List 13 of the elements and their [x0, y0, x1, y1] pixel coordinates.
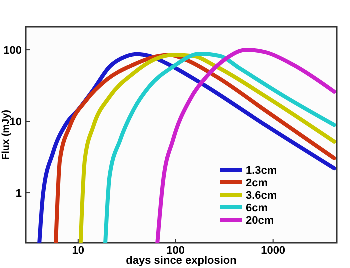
legend-label: 20cm	[246, 215, 274, 227]
x-tick-label: 10	[72, 245, 85, 257]
y-tick-label: 100	[4, 45, 22, 58]
legend-label: 2cm	[246, 178, 268, 190]
y-axis-title: Flux (mJy)	[1, 110, 12, 160]
legend-label: 3.6cm	[246, 190, 278, 202]
x-axis-title: days since explosion	[126, 255, 238, 267]
legend-label: 6cm	[246, 202, 268, 214]
x-tick-label: 1000	[261, 245, 286, 257]
y-tick-label: 1	[16, 188, 22, 200]
legend-label: 1.3cm	[246, 165, 278, 177]
x-tick-label: 100	[166, 245, 186, 257]
y-tick-label: 10	[10, 116, 22, 129]
